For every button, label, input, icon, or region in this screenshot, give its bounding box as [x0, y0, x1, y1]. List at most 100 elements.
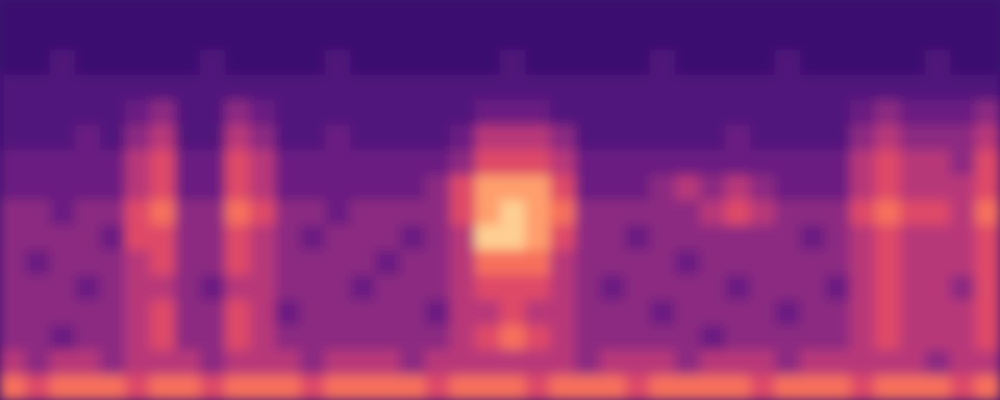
heatmap-cell: [175, 200, 201, 226]
heatmap-cell: [575, 0, 601, 26]
heatmap-cell: [900, 50, 926, 76]
heatmap-cell: [325, 350, 351, 376]
heatmap-cell: [875, 100, 901, 126]
heatmap-cell: [750, 125, 776, 151]
heatmap-cell: [925, 125, 951, 151]
heatmap-cell: [400, 200, 426, 226]
heatmap-cell: [725, 225, 751, 251]
heatmap-cell: [25, 300, 51, 326]
heatmap-cell: [550, 325, 576, 351]
heatmap-cell: [375, 225, 401, 251]
heatmap-cell: [0, 325, 26, 351]
heatmap-cell: [450, 275, 476, 301]
heatmap-cell: [525, 25, 551, 51]
heatmap-cell: [800, 375, 826, 400]
heatmap-cell: [650, 150, 676, 176]
heatmap-cell: [925, 150, 951, 176]
heatmap-cell: [850, 150, 876, 176]
heatmap-cell: [100, 0, 126, 26]
heatmap-cell: [900, 175, 926, 201]
heatmap-cell: [775, 200, 801, 226]
heatmap-cell: [75, 125, 101, 151]
heatmap-cell: [775, 0, 801, 26]
heatmap-cell: [600, 0, 626, 26]
heatmap-cell: [250, 225, 276, 251]
heatmap-cell: [50, 375, 76, 400]
heatmap-cell: [300, 375, 326, 400]
heatmap-cell: [500, 125, 526, 151]
heatmap-cell: [575, 150, 601, 176]
heatmap-cell: [125, 50, 151, 76]
heatmap-cell: [400, 375, 426, 400]
heatmap-cell: [425, 150, 451, 176]
heatmap-cell: [725, 250, 751, 276]
heatmap-cell: [50, 200, 76, 226]
heatmap-cell: [750, 100, 776, 126]
heatmap-cell: [50, 25, 76, 51]
heatmap-cell: [575, 50, 601, 76]
heatmap-cell: [550, 275, 576, 301]
heatmap-cell: [650, 225, 676, 251]
heatmap-cell: [700, 350, 726, 376]
heatmap-cell: [775, 100, 801, 126]
heatmap-cell: [150, 350, 176, 376]
heatmap-cell: [925, 50, 951, 76]
heatmap-cell: [950, 325, 976, 351]
heatmap-cell: [325, 0, 351, 26]
heatmap-cell: [875, 0, 901, 26]
heatmap-cell: [425, 175, 451, 201]
heatmap-cell: [875, 125, 901, 151]
heatmap-cell: [525, 225, 551, 251]
heatmap-cell: [50, 125, 76, 151]
heatmap-cell: [650, 350, 676, 376]
heatmap-cell: [675, 25, 701, 51]
heatmap-cell: [850, 75, 876, 101]
heatmap-cell: [625, 25, 651, 51]
heatmap-cell: [700, 275, 726, 301]
heatmap-cell: [300, 275, 326, 301]
heatmap-cell: [25, 75, 51, 101]
heatmap-cell: [400, 0, 426, 26]
heatmap-cell: [850, 225, 876, 251]
heatmap-cell: [600, 325, 626, 351]
heatmap-cell: [325, 325, 351, 351]
heatmap-cell: [475, 325, 501, 351]
heatmap-cell: [550, 25, 576, 51]
heatmap-cell: [675, 350, 701, 376]
heatmap-cell: [425, 350, 451, 376]
heatmap-cell: [300, 350, 326, 376]
heatmap-cell: [975, 350, 1000, 376]
heatmap-cell: [25, 325, 51, 351]
heatmap-cell: [800, 75, 826, 101]
heatmap-cell: [750, 300, 776, 326]
heatmap-cell: [875, 150, 901, 176]
heatmap-cell: [400, 175, 426, 201]
heatmap-cell: [800, 325, 826, 351]
heatmap-cell: [225, 325, 251, 351]
heatmap-cell: [475, 300, 501, 326]
heatmap-cell: [750, 50, 776, 76]
heatmap-cell: [650, 275, 676, 301]
heatmap-cell: [200, 325, 226, 351]
heatmap-cell: [625, 325, 651, 351]
heatmap-cell: [500, 100, 526, 126]
heatmap-cell: [800, 275, 826, 301]
heatmap-cell: [150, 0, 176, 26]
heatmap-cell: [475, 200, 501, 226]
heatmap-cell: [425, 50, 451, 76]
heatmap-cell: [0, 300, 26, 326]
heatmap-cell: [350, 25, 376, 51]
heatmap-cell: [500, 175, 526, 201]
heatmap-cell: [250, 25, 276, 51]
heatmap-cell: [375, 200, 401, 226]
heatmap-cell: [175, 0, 201, 26]
heatmap-cell: [425, 0, 451, 26]
heatmap-cell: [900, 275, 926, 301]
heatmap-cell: [25, 225, 51, 251]
heatmap-cell: [300, 75, 326, 101]
heatmap-cell: [175, 375, 201, 400]
heatmap-cell: [600, 225, 626, 251]
heatmap-cell: [375, 325, 401, 351]
heatmap-cell: [625, 100, 651, 126]
heatmap-cell: [275, 250, 301, 276]
